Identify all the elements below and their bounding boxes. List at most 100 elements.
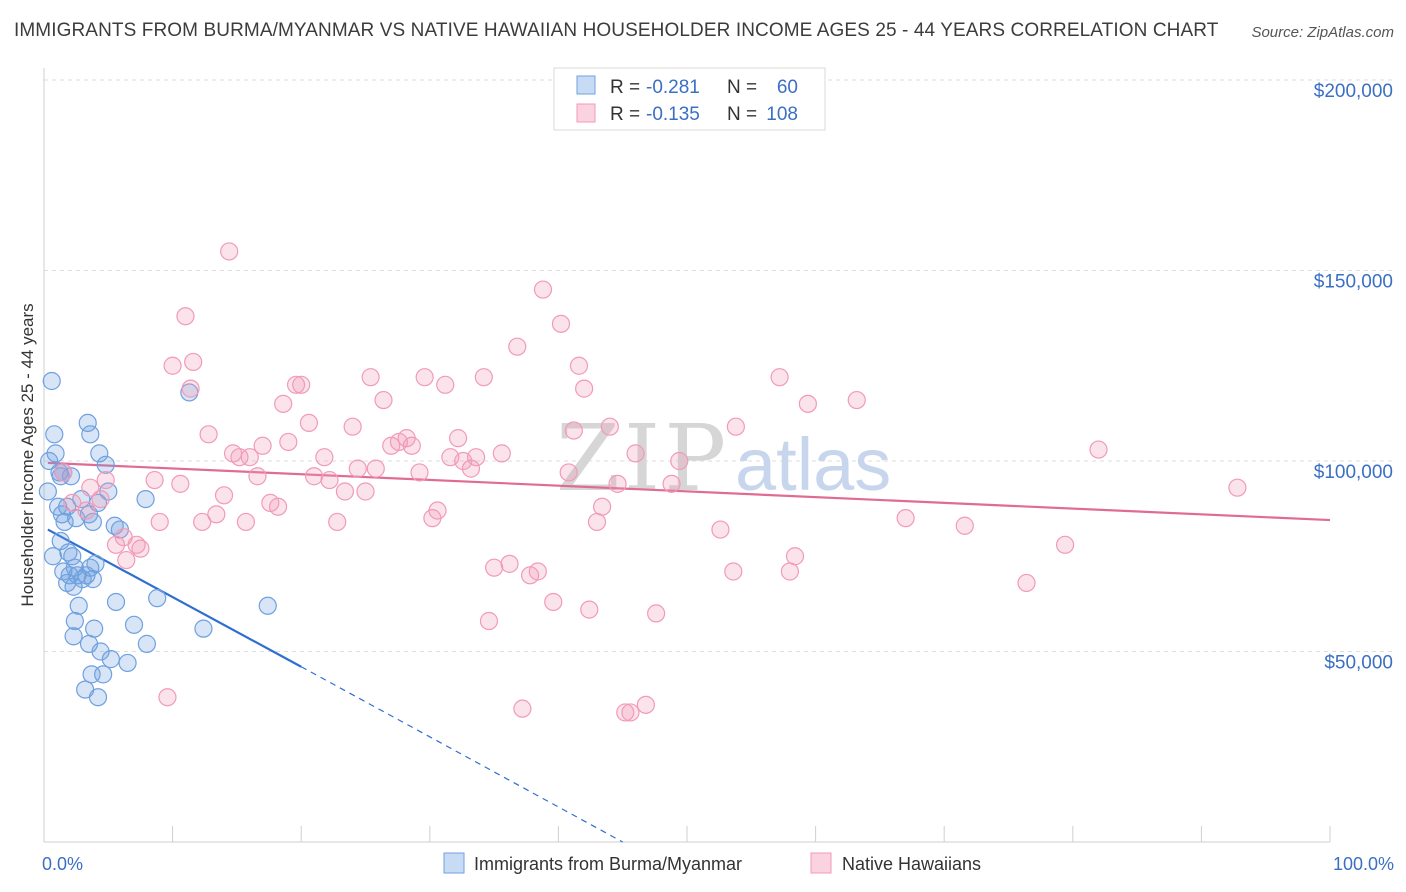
burma-point-28 bbox=[91, 642, 110, 661]
gridlines bbox=[44, 79, 1394, 652]
stats-swatch-burma bbox=[576, 75, 596, 95]
hawaiian-point-5 bbox=[96, 470, 115, 490]
hawaiian-point-65 bbox=[492, 444, 511, 463]
hawaiian-point-74 bbox=[559, 463, 578, 482]
hawaiian-point-44 bbox=[356, 482, 375, 501]
stats-r-value-burma: -0.281 bbox=[646, 77, 700, 98]
hawaiian-point-13 bbox=[158, 688, 177, 707]
stats-n-label-burma: N = bbox=[727, 77, 757, 98]
burma-point-38 bbox=[148, 589, 167, 608]
burma-point-24 bbox=[65, 611, 84, 631]
hawaiian-point-90 bbox=[711, 520, 730, 539]
burma-point-57 bbox=[49, 497, 68, 516]
burma-point-42 bbox=[78, 413, 97, 432]
stats-n-label-hawaiian: N = bbox=[727, 104, 757, 125]
stats-swatch-hawaiian bbox=[576, 103, 596, 123]
burma-trend-extension bbox=[300, 666, 623, 843]
burma-point-36 bbox=[137, 634, 156, 653]
burma-point-0 bbox=[38, 482, 57, 501]
hawaiian-point-33 bbox=[279, 432, 298, 452]
hawaiian-point-15 bbox=[171, 474, 190, 493]
hawaiian-point-1 bbox=[63, 493, 82, 513]
burma-point-22 bbox=[64, 577, 83, 596]
hawaiian-point-84 bbox=[621, 703, 640, 722]
hawaiian-point-96 bbox=[798, 394, 817, 413]
hawaiian-point-67 bbox=[508, 337, 527, 356]
hawaiian-point-80 bbox=[593, 497, 612, 516]
stats-r-label-burma: R = bbox=[610, 77, 640, 98]
hawaiian-point-11 bbox=[145, 470, 164, 490]
hawaiian-point-103 bbox=[1228, 478, 1247, 497]
hawaiian-point-94 bbox=[780, 562, 799, 581]
burma-point-2 bbox=[42, 371, 61, 391]
chart-source: Source: ZipAtlas.com bbox=[1251, 24, 1394, 41]
burma-point-44 bbox=[90, 444, 109, 463]
hawaiian-point-79 bbox=[587, 512, 607, 532]
hawaiian-point-64 bbox=[485, 558, 504, 577]
burma-point-9 bbox=[43, 547, 63, 566]
legend-label-hawaiian: Native Hawaiians bbox=[842, 854, 981, 874]
hawaiian-point-68 bbox=[513, 699, 532, 718]
stats-r-value-hawaiian: -0.135 bbox=[646, 104, 700, 125]
hawaiian-point-27 bbox=[240, 448, 259, 467]
legend-swatch-hawaiian bbox=[810, 852, 832, 874]
hawaiian-point-43 bbox=[348, 459, 367, 478]
hawaiian-point-87 bbox=[647, 604, 666, 623]
hawaiian-point-51 bbox=[402, 436, 421, 455]
burma-point-35 bbox=[124, 615, 144, 634]
burma-point-7 bbox=[55, 512, 74, 532]
hawaiian-point-45 bbox=[361, 368, 380, 387]
stats-n-value-hawaiian: 108 bbox=[766, 104, 798, 125]
hawaiian-point-32 bbox=[274, 394, 293, 413]
hawaiian-point-21 bbox=[207, 505, 226, 524]
burma-point-25 bbox=[85, 619, 104, 638]
burma-point-11 bbox=[63, 547, 82, 566]
hawaiian-point-101 bbox=[1055, 535, 1075, 554]
hawaiian-point-35 bbox=[292, 375, 311, 394]
hawaiian-point-95 bbox=[785, 547, 805, 566]
burma-point-1 bbox=[40, 451, 59, 471]
hawaiian-point-98 bbox=[896, 509, 915, 528]
watermark-zip: ZIP bbox=[556, 405, 730, 512]
hawaiian-point-42 bbox=[343, 417, 362, 436]
hawaiian-point-62 bbox=[474, 368, 493, 387]
hawaiian-point-36 bbox=[299, 413, 319, 432]
hawaiian-point-58 bbox=[448, 429, 468, 448]
hawaiian-point-2 bbox=[81, 478, 100, 497]
burma-point-37 bbox=[106, 592, 126, 612]
y-tick-labels: $50,000 $100,000 $150,000 $200,000 bbox=[1314, 81, 1393, 674]
hawaiian-point-14 bbox=[163, 356, 182, 375]
hawaiian-point-70 bbox=[528, 562, 547, 581]
hawaiian-point-97 bbox=[847, 390, 866, 410]
hawaiian-point-82 bbox=[608, 474, 627, 493]
hawaiian-point-4 bbox=[91, 490, 110, 509]
hawaiian-point-39 bbox=[320, 470, 339, 490]
watermark: ZIP atlas bbox=[556, 405, 891, 512]
hawaiian-point-0 bbox=[54, 463, 73, 482]
burma-point-59 bbox=[99, 482, 118, 501]
hawaiian-point-86 bbox=[636, 695, 655, 714]
legend-label-burma: Immigrants from Burma/Myanmar bbox=[474, 854, 742, 874]
hawaiian-point-12 bbox=[150, 512, 169, 532]
legend-swatch-burma bbox=[443, 852, 465, 874]
hawaiian-point-29 bbox=[253, 436, 272, 455]
hawaiian-point-92 bbox=[726, 417, 745, 436]
hawaiian-point-34 bbox=[286, 375, 306, 394]
x-tick-labels: 0.0% 100.0% bbox=[42, 854, 1394, 874]
hawaiian-point-85 bbox=[626, 444, 645, 463]
y-tick-label-2: $150,000 bbox=[1314, 272, 1393, 293]
stats-n-value-burma: 60 bbox=[777, 77, 798, 98]
hawaiian-point-88 bbox=[662, 474, 681, 493]
hawaiian-point-77 bbox=[575, 379, 594, 398]
burma-point-26 bbox=[64, 627, 83, 646]
hawaiian-point-41 bbox=[335, 482, 355, 501]
hawaiian-point-28 bbox=[248, 467, 267, 486]
y-tick-label-3: $200,000 bbox=[1314, 81, 1393, 102]
burma-point-23 bbox=[69, 596, 88, 615]
hawaiian-point-23 bbox=[220, 242, 239, 261]
hawaiian-point-83 bbox=[616, 703, 635, 722]
burma-trend-line bbox=[47, 528, 302, 668]
hawaiian-point-56 bbox=[436, 375, 455, 394]
stats-r-label-hawaiian: R = bbox=[610, 104, 640, 125]
